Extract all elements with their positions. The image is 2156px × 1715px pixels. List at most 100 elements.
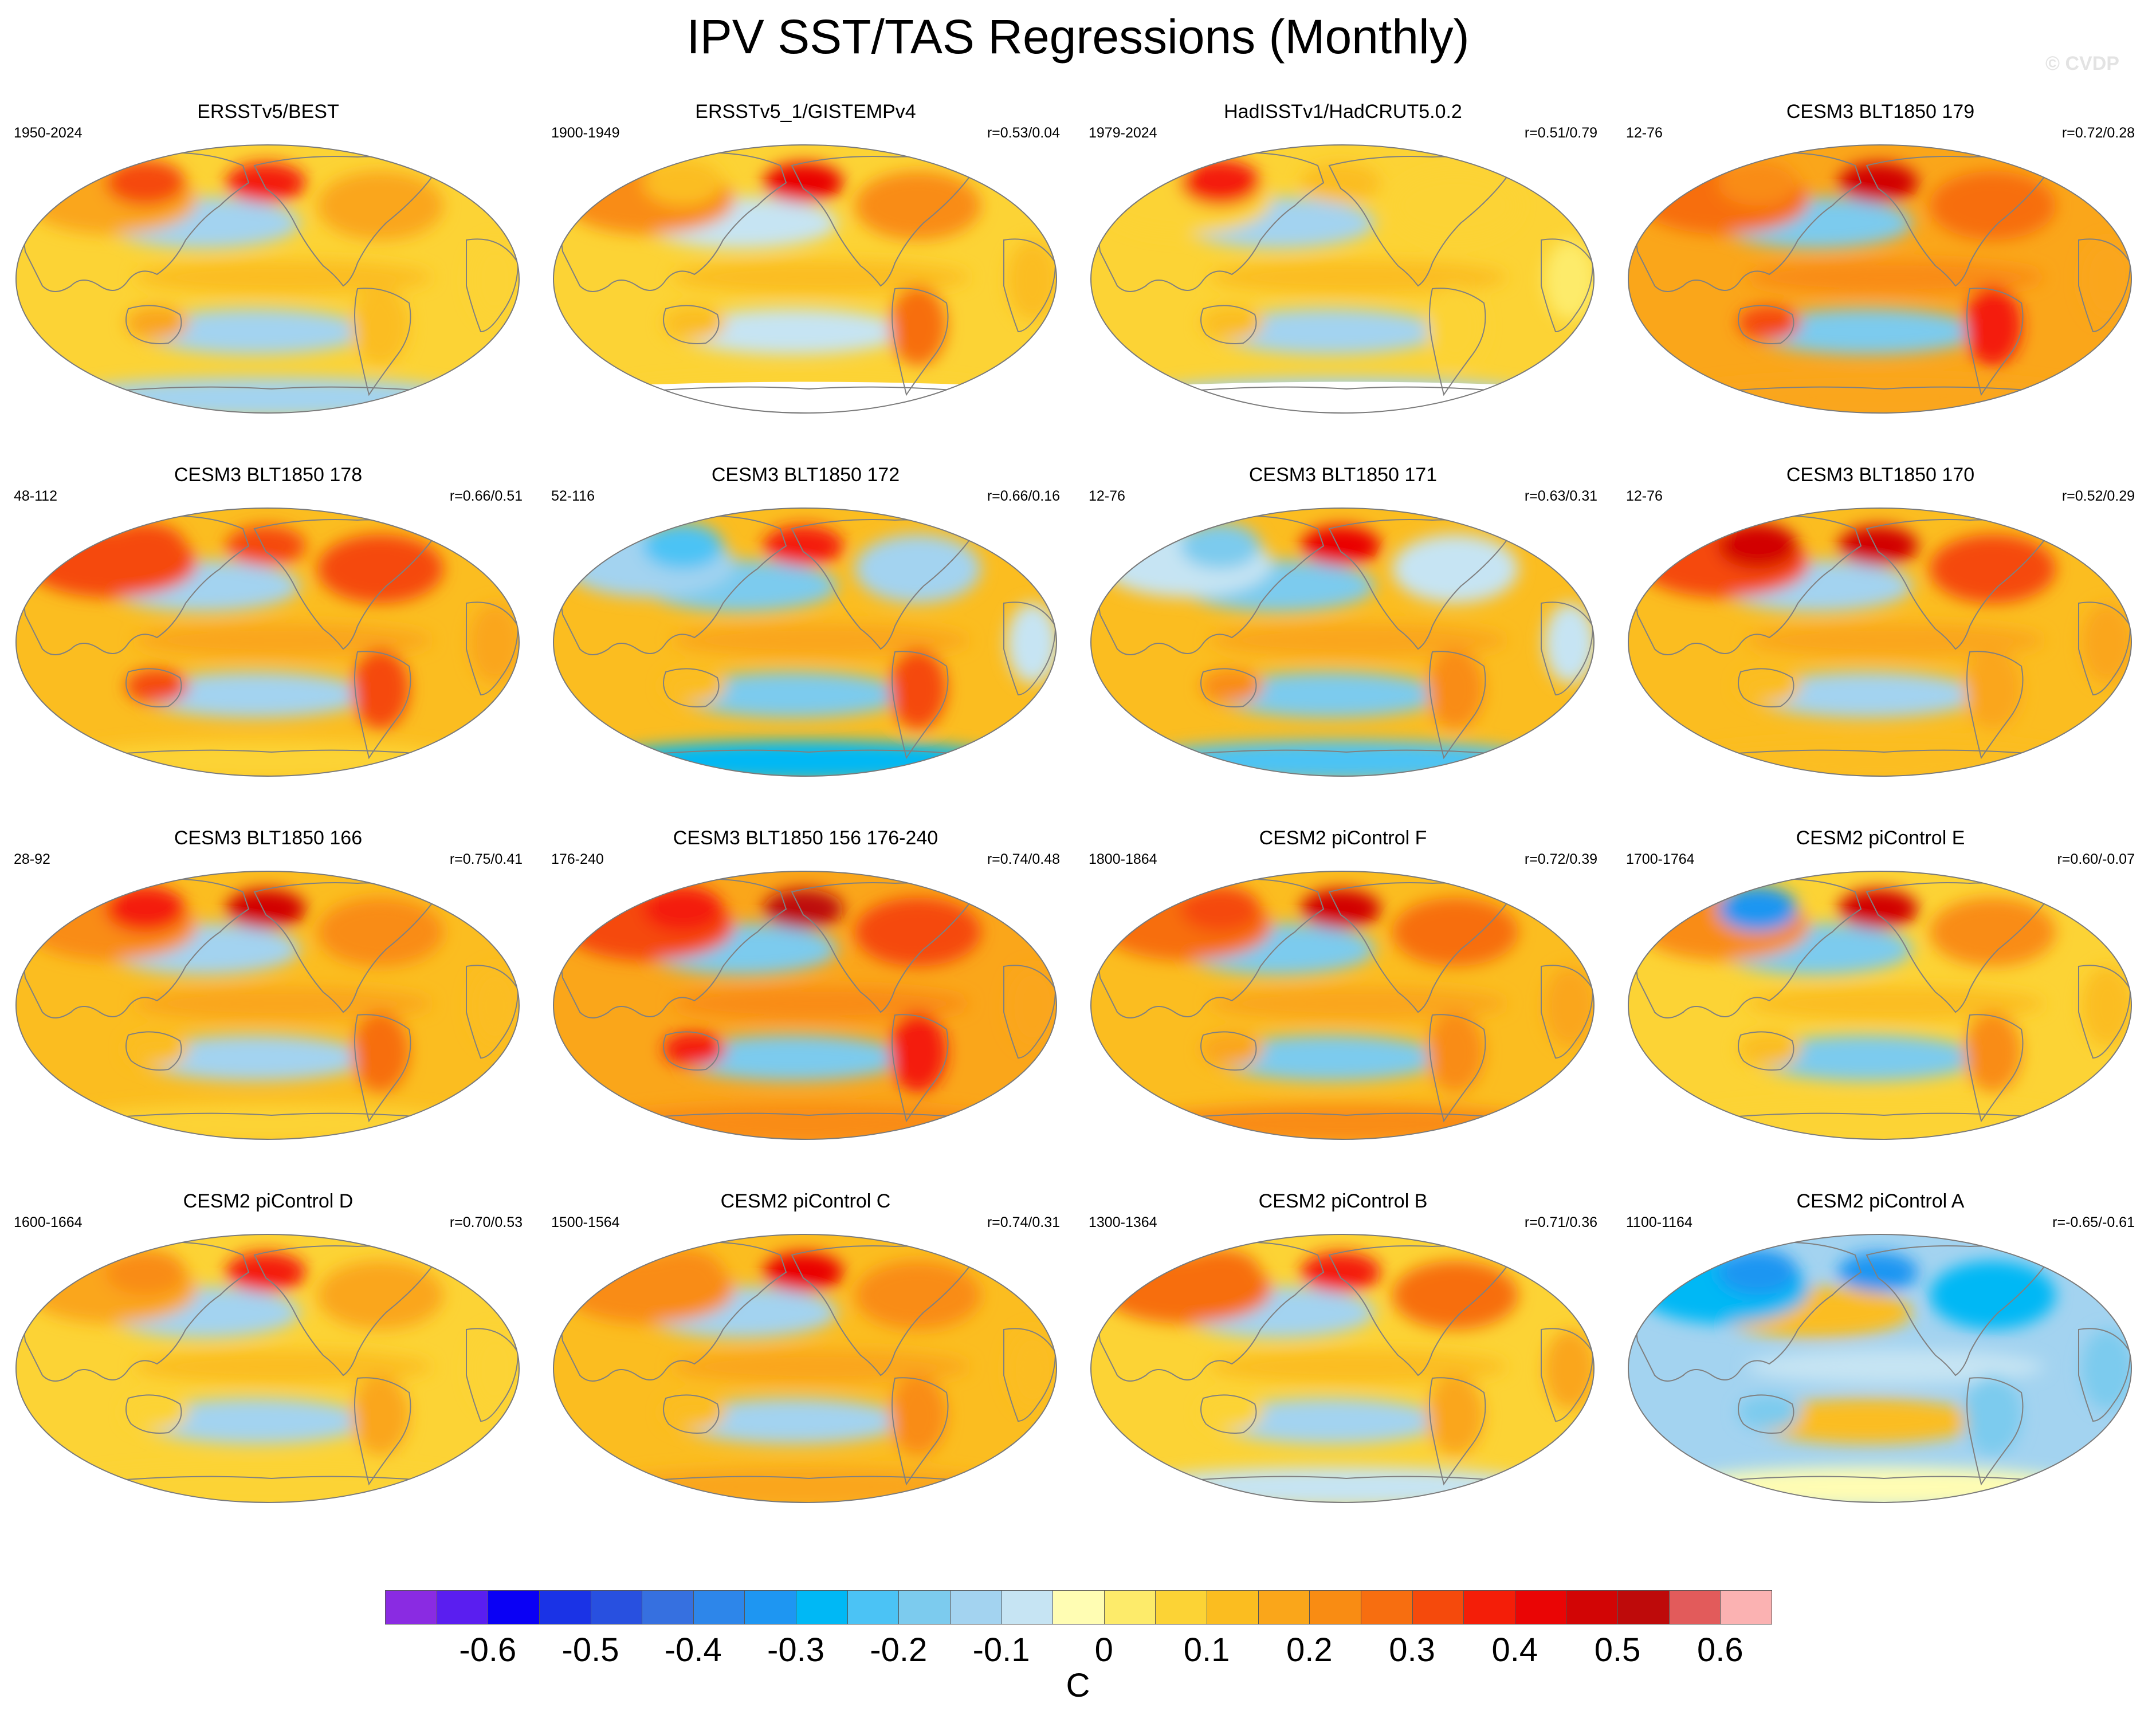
namerica-coastline — [253, 156, 433, 287]
colorbar-unit: C — [1066, 1667, 1090, 1704]
namerica-coastline — [1866, 1245, 2045, 1376]
australia-blob — [663, 1395, 726, 1430]
alaska-blob — [226, 526, 306, 566]
alaska-blob — [1301, 526, 1381, 566]
colorbar-cell — [898, 1590, 951, 1624]
robinson-map — [1627, 144, 2133, 414]
map-panel: CESM2 piControl B 1300-1364 r=0.71/0.36 — [1081, 1190, 1605, 1511]
colorbar-cell — [693, 1590, 745, 1624]
tropics-blob — [1746, 986, 2044, 1021]
samerica-coastline — [1966, 288, 2024, 396]
samerica-blob — [889, 286, 947, 366]
africa-blob — [1007, 240, 1057, 320]
namerica-coastline — [1866, 156, 2045, 287]
map-panel: CESM2 piControl C 1500-1564 r=0.74/0.31 — [543, 1190, 1068, 1511]
australia-coastline — [1200, 1394, 1257, 1434]
australia-blob — [663, 1032, 726, 1067]
africa-blob — [469, 1329, 519, 1410]
robinson-map — [1090, 508, 1595, 777]
australia-blob — [1200, 306, 1263, 340]
namerica-coastline — [253, 882, 433, 1013]
namerica-coastline — [791, 519, 971, 650]
map-border — [552, 1234, 1058, 1503]
panel-title: CESM3 BLT1850 171 — [1248, 464, 1438, 486]
samerica-blob — [889, 649, 947, 729]
spac-blob — [1215, 309, 1444, 355]
panel-title: CESM2 piControl B — [1258, 1190, 1428, 1212]
australia-blob — [1200, 1395, 1263, 1430]
map-border — [15, 144, 520, 414]
panel-correlation: r=0.70/0.53 — [449, 1214, 523, 1230]
africa-coastline — [466, 601, 519, 696]
namerica-coastline — [1866, 519, 2045, 650]
australia-blob — [1738, 306, 1801, 340]
colorbar-cell — [1720, 1590, 1772, 1624]
colorbar-cell — [949, 1590, 1002, 1624]
samerica-blob — [352, 286, 409, 366]
namerica-coastline — [253, 1245, 433, 1376]
siberia-blob — [1180, 160, 1260, 206]
australia-coastline — [663, 668, 720, 707]
panel-correlation: r=0.66/0.51 — [449, 488, 523, 504]
siberia-blob — [105, 523, 186, 569]
tropics-blob — [1746, 623, 2044, 658]
spac-blob — [677, 672, 906, 718]
namerica-coastline — [1866, 882, 2045, 1013]
africa-blob — [2082, 240, 2131, 320]
map-panel: CESM3 BLT1850 171 12-76 r=0.63/0.31 — [1081, 463, 1605, 784]
siberia-blob — [1718, 523, 1798, 569]
samerica-blob — [1427, 286, 1484, 366]
africa-blob — [1544, 966, 1594, 1047]
spac-blob — [140, 672, 369, 718]
alaska-blob — [763, 526, 843, 566]
colorbar-cell — [1207, 1590, 1259, 1624]
namerica-blob — [1930, 534, 2056, 603]
colorbar-tick-label: 0 — [1094, 1631, 1113, 1669]
alaska-blob — [763, 889, 843, 929]
map-border — [15, 871, 520, 1140]
africa-blob — [2082, 966, 2131, 1047]
africa-coastline — [466, 965, 519, 1059]
tropics-blob — [671, 1350, 969, 1384]
colorbar-cell — [385, 1590, 437, 1624]
alaska-blob — [226, 1252, 306, 1292]
spac-blob — [1752, 672, 1981, 718]
panel-correlation: r=0.75/0.41 — [449, 851, 523, 867]
australia-coastline — [1200, 1031, 1257, 1071]
map-panel: CESM3 BLT1850 172 52-116 r=0.66/0.16 — [543, 463, 1068, 784]
alaska-blob — [1301, 163, 1381, 203]
robinson-map — [1627, 871, 2133, 1140]
samerica-blob — [1427, 649, 1484, 729]
africa-coastline — [2078, 1328, 2131, 1422]
panel-title: CESM2 piControl E — [1796, 827, 1965, 849]
panel-correlation: r=-0.65/-0.61 — [2052, 1214, 2135, 1230]
colorbar-tick-label: 0.1 — [1183, 1631, 1230, 1669]
namerica-blob — [1392, 171, 1518, 240]
africa-coastline — [1003, 238, 1057, 333]
africa-blob — [1544, 240, 1594, 320]
map-border — [1627, 144, 2133, 414]
panel-title: HadISSTv1/HadCRUT5.0.2 — [1224, 101, 1462, 123]
samerica-blob — [352, 1012, 409, 1092]
samerica-blob — [1964, 286, 2021, 366]
spac-blob — [140, 309, 369, 355]
colorbar-cell — [1412, 1590, 1464, 1624]
robinson-map — [552, 508, 1058, 777]
colorbar-tick-label: -0.2 — [870, 1631, 928, 1669]
robinson-map — [552, 871, 1058, 1140]
samerica-coastline — [354, 1377, 411, 1486]
australia-coastline — [1738, 668, 1794, 707]
australia-coastline — [663, 1394, 720, 1434]
panel-period: 1700-1764 — [1626, 851, 1695, 867]
australia-blob — [1738, 669, 1801, 703]
samerica-blob — [1427, 1012, 1484, 1092]
panel-title: CESM3 BLT1850 172 — [711, 464, 900, 486]
panel-period: 12-76 — [1626, 125, 1663, 141]
colorbar-ticks: -0.6 -0.5 -0.4 -0.3 -0.2 -0.1 0 0.1 0.2 0.3 0.4 0.5… — [385, 1630, 1772, 1670]
colorbar-tick-label: -0.1 — [972, 1631, 1030, 1669]
samerica-blob — [889, 1375, 947, 1456]
namerica-blob — [1930, 898, 2056, 966]
africa-blob — [469, 240, 519, 320]
namerica-coastline — [791, 1245, 971, 1376]
